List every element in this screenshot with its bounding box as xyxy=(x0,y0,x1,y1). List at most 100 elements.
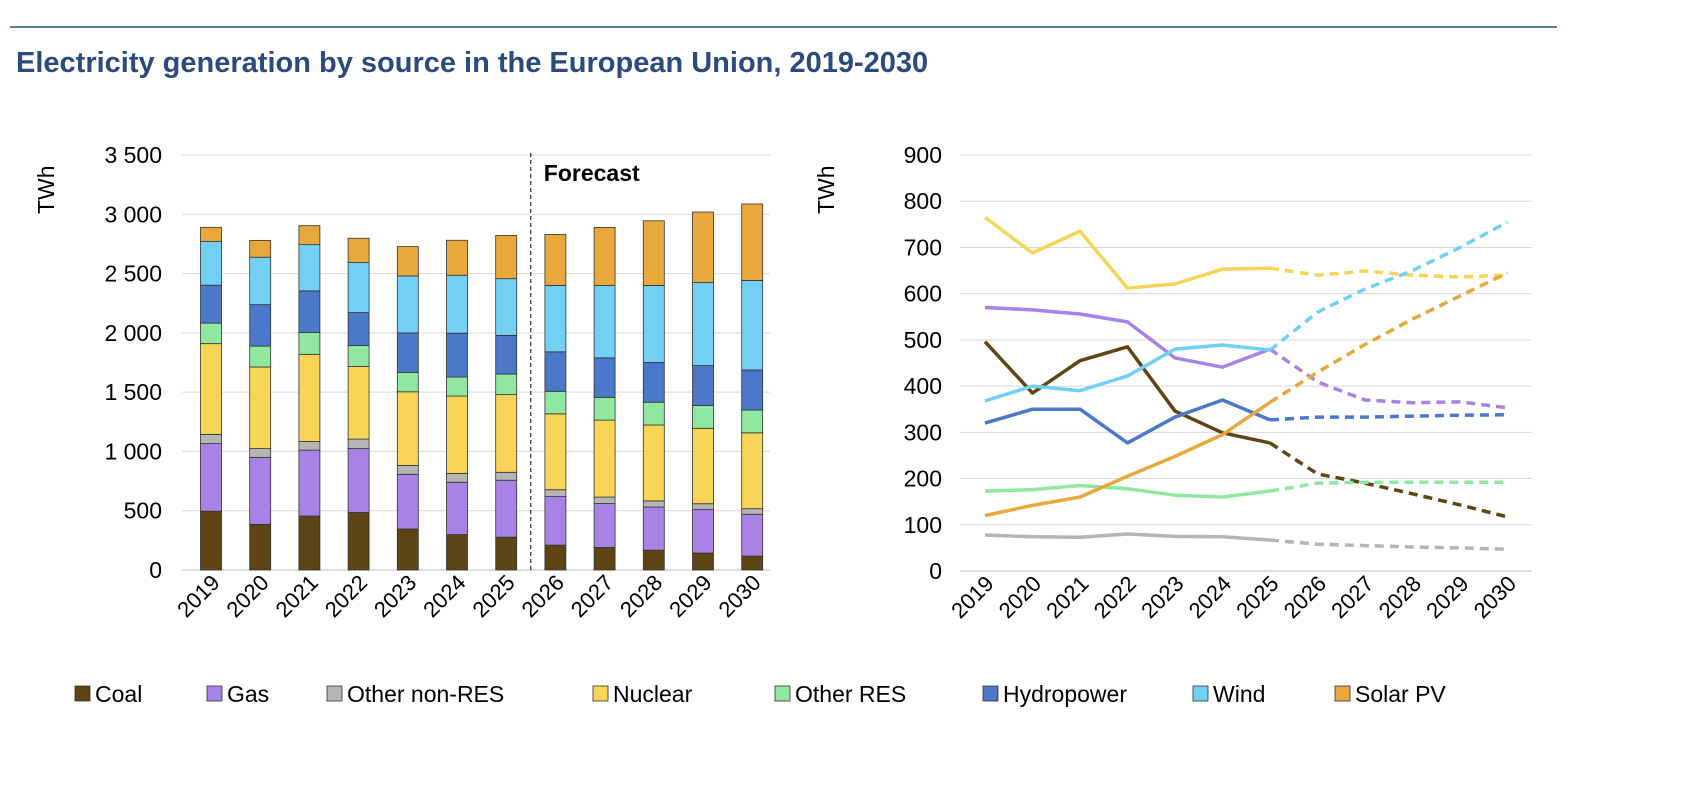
y-tick-label: 2 000 xyxy=(104,320,162,346)
x-tick-label: 2027 xyxy=(1326,571,1378,623)
y-tick-label: 300 xyxy=(904,419,942,445)
bar-segment-nuclear xyxy=(298,353,321,442)
bar-segment-other-non-res xyxy=(544,489,567,498)
legend: Coal Gas Other non-RES Nuclear Other RES Hydr… xyxy=(74,681,1446,707)
bar-segment-wind xyxy=(495,278,518,336)
bar-segment-wind xyxy=(692,282,714,366)
bar-segment-wind xyxy=(446,274,468,334)
x-tick-label: 2023 xyxy=(1136,571,1188,623)
bar-segment-hydropower xyxy=(200,284,222,324)
x-tick-label: 2019 xyxy=(172,570,224,622)
bar-segment-hydropower xyxy=(495,334,518,375)
line-forecast-hydropower xyxy=(1269,413,1508,422)
y-tick-label: 3 000 xyxy=(104,201,162,227)
y-tick-label: 3 500 xyxy=(104,142,162,168)
legend-label: Nuclear xyxy=(613,681,693,707)
bar-segment-wind xyxy=(642,285,665,363)
line-actual-wind xyxy=(984,343,1271,403)
bar-segment-nuclear xyxy=(200,343,222,435)
x-tick-label: 2026 xyxy=(1279,571,1331,623)
x-tick-label: 2030 xyxy=(1469,571,1521,623)
bar-segment-gas xyxy=(200,443,222,512)
bar-segment-nuclear xyxy=(249,366,272,449)
legend-label: Solar PV xyxy=(1355,681,1446,707)
x-tick-label: 2024 xyxy=(1184,571,1236,623)
bar-segment-other-non-res xyxy=(347,438,370,449)
bar-segment-nuclear xyxy=(692,427,714,505)
bar-segment-gas xyxy=(347,448,370,513)
bar-segment-hydropower xyxy=(446,332,468,378)
line-actual-other-non-res xyxy=(984,532,1271,542)
legend-swatch-other-non-res xyxy=(326,685,343,702)
x-tick-label: 2022 xyxy=(320,570,372,622)
bar-segment-hydropower xyxy=(593,357,616,398)
x-tick-label: 2020 xyxy=(994,571,1046,623)
line-chart: 0100200300400500600700800900TWh201920202… xyxy=(813,142,1532,623)
x-tick-label: 2022 xyxy=(1089,571,1141,623)
bar-segment-nuclear xyxy=(544,413,567,491)
bar-segment-solar-pv xyxy=(544,234,567,286)
bar-segment-gas xyxy=(298,449,321,517)
y-tick-label: 1 000 xyxy=(104,438,162,464)
bar-segment-solar-pv xyxy=(495,234,518,280)
y-tick-label: 0 xyxy=(929,558,942,584)
bar-segment-wind xyxy=(593,285,616,359)
bar-segment-other-res xyxy=(446,376,468,397)
bar-segment-other-non-res xyxy=(495,471,518,481)
bar-segment-coal xyxy=(396,528,419,571)
bar-segment-solar-pv xyxy=(347,237,370,263)
bar-segment-other-non-res xyxy=(446,473,468,483)
bar-segment-other-res xyxy=(692,405,714,429)
chart-title: Electricity generation by source in the … xyxy=(16,47,928,79)
legend-swatch-wind xyxy=(1192,685,1209,702)
line-actual-other-res xyxy=(984,483,1271,499)
bar-segment-other-res xyxy=(642,401,665,426)
bar-segment-nuclear xyxy=(593,419,616,498)
x-tick-label: 2024 xyxy=(418,570,470,622)
bar-segment-coal xyxy=(741,555,764,571)
legend-swatch-gas xyxy=(206,685,223,702)
bar-segment-hydropower xyxy=(544,351,567,392)
bar-segment-nuclear xyxy=(741,432,764,510)
bar-segment-solar-pv xyxy=(593,227,616,286)
bar-segment-other-non-res xyxy=(692,503,714,511)
bar-segment-coal xyxy=(249,523,272,571)
bar-segment-other-res xyxy=(544,390,567,415)
bar-segment-other-res xyxy=(396,371,419,393)
bar-segment-solar-pv xyxy=(298,225,321,246)
bar-segment-coal xyxy=(642,549,665,571)
line-forecast-gas xyxy=(1269,347,1508,410)
x-tick-label: 2026 xyxy=(517,570,569,622)
bar-segment-other-non-res xyxy=(642,500,665,508)
bar-segment-solar-pv xyxy=(642,220,665,286)
bar-segment-gas xyxy=(446,481,468,535)
bar-segment-other-non-res xyxy=(200,433,222,445)
bar-segment-wind xyxy=(347,262,370,313)
bar-segment-solar-pv xyxy=(249,239,272,258)
y-tick-label: 900 xyxy=(904,142,942,168)
legend-swatch-other-res xyxy=(774,685,791,702)
y-tick-label: 200 xyxy=(904,466,942,492)
bar-segment-hydropower xyxy=(347,312,370,346)
bar-segment-wind xyxy=(741,280,764,371)
line-forecast-other-non-res xyxy=(1269,538,1508,552)
line-actual-solar-pv xyxy=(984,400,1271,518)
bar-segment-wind xyxy=(200,241,222,286)
bar-segment-hydropower xyxy=(298,290,321,333)
x-tick-label: 2030 xyxy=(713,570,765,622)
y-tick-label: 500 xyxy=(124,498,162,524)
bar-segment-coal xyxy=(692,552,714,571)
line-forecast-other-res xyxy=(1269,480,1508,493)
legend-swatch-hydropower xyxy=(982,685,999,702)
bar-segment-solar-pv xyxy=(741,203,764,281)
bar-segment-other-non-res xyxy=(741,508,764,515)
legend-swatch-nuclear xyxy=(592,685,609,702)
y-tick-label: 100 xyxy=(904,512,942,538)
x-tick-label: 2025 xyxy=(467,570,519,622)
bar-segment-other-res xyxy=(741,409,764,434)
bar-segment-other-non-res xyxy=(396,465,419,475)
x-tick-label: 2021 xyxy=(271,570,323,622)
line-actual-hydropower xyxy=(984,398,1271,445)
legend-label: Coal xyxy=(95,681,142,707)
bar-segment-coal xyxy=(495,536,518,571)
